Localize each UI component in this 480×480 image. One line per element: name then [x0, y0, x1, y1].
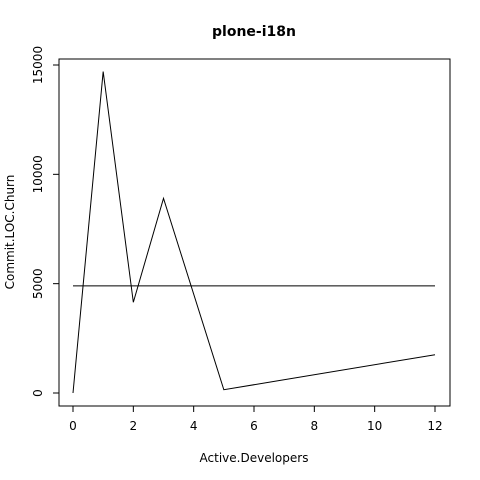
y-tick-label: 15000 — [31, 46, 45, 84]
x-axis-label: Active.Developers — [200, 451, 309, 465]
x-tick-label: 12 — [427, 419, 442, 433]
x-tick-label: 10 — [367, 419, 382, 433]
x-tick-label: 0 — [69, 419, 77, 433]
x-tick-label: 6 — [250, 419, 258, 433]
x-tick-label: 8 — [311, 419, 319, 433]
x-tick-label: 4 — [190, 419, 198, 433]
x-axis: 0 2 4 6 8 10 12 — [69, 405, 443, 433]
x-tick-label: 2 — [130, 419, 138, 433]
y-axis: 0 5000 10000 15000 — [31, 46, 60, 397]
series-line — [72, 71, 436, 394]
y-axis-label: Commit.LOC.Churn — [3, 175, 17, 290]
y-tick-label: 10000 — [31, 155, 45, 193]
y-tick-label: 0 — [31, 389, 45, 397]
y-tick-label: 5000 — [31, 268, 45, 299]
series-layer — [72, 71, 436, 394]
chart-title: plone-i18n — [212, 24, 296, 40]
plot-box — [58, 58, 451, 407]
